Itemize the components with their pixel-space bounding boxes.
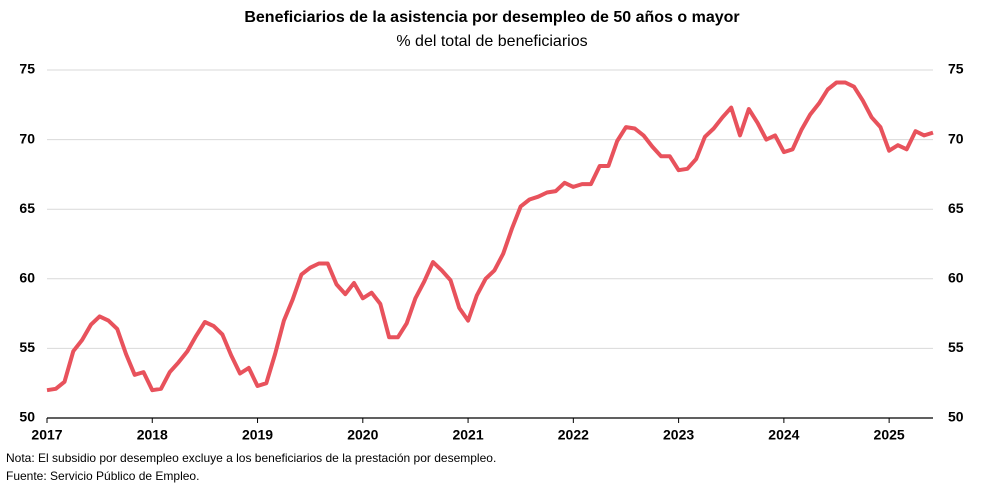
x-tick-label: 2025: [874, 427, 905, 443]
y-tick-label: 65: [19, 200, 35, 216]
y2-tick-label: 75: [948, 61, 964, 77]
data-line: [46, 80, 934, 393]
x-tick-label: 2023: [663, 427, 694, 443]
x-tick-label: 2021: [452, 427, 483, 443]
x-tick-label: 2024: [768, 427, 799, 443]
y-tick-label: 70: [19, 130, 35, 146]
y-tick-label: 60: [19, 270, 35, 286]
x-tick-label: 2022: [558, 427, 589, 443]
x-tick-label: 2017: [31, 427, 62, 443]
x-tick-label: 2020: [347, 427, 378, 443]
y2-tick-label: 70: [948, 130, 964, 146]
y-tick-label: 75: [19, 61, 35, 77]
source: Fuente: Servicio Público de Empleo.: [6, 469, 199, 483]
x-tick-label: 2019: [242, 427, 273, 443]
y2-tick-label: 50: [948, 409, 964, 425]
x-tick-label: 2018: [137, 427, 168, 443]
chart-subtitle: % del total de beneficiarios: [396, 33, 587, 50]
y-tick-label: 50: [19, 409, 35, 425]
y-tick-label: 55: [19, 339, 35, 355]
note: Nota: El subsidio por desempleo excluye …: [6, 451, 496, 465]
y2-tick-label: 65: [948, 200, 964, 216]
chart-title: Beneficiarios de la asistencia por desem…: [244, 9, 739, 26]
y2-tick-label: 60: [948, 270, 964, 286]
y2-tick-label: 55: [948, 339, 964, 355]
